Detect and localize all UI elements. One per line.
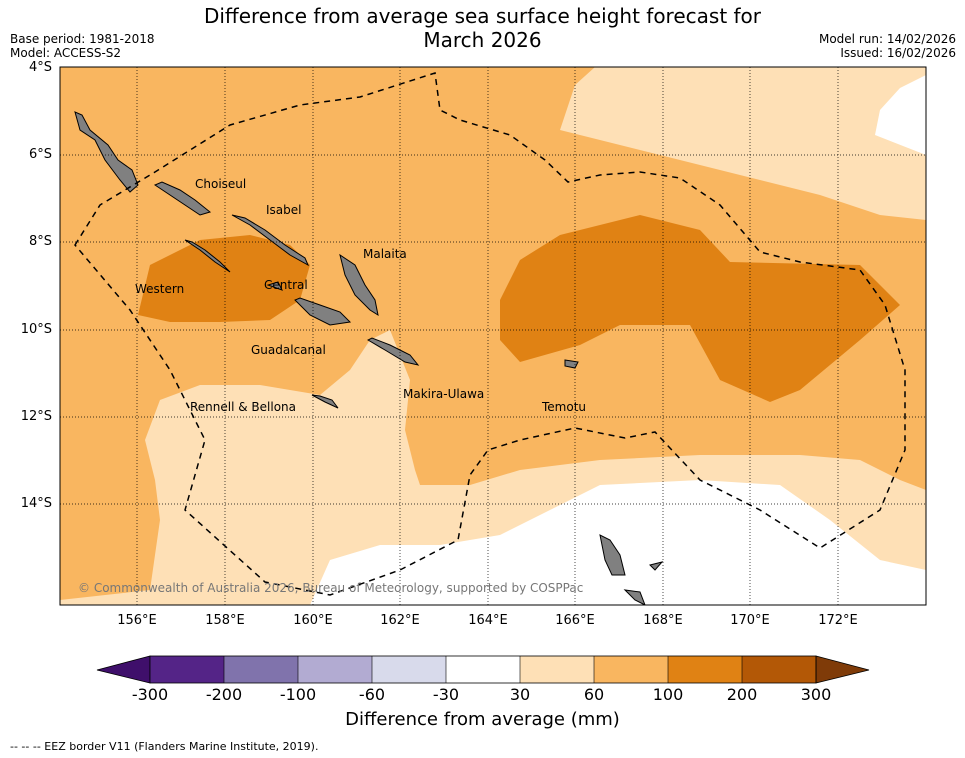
- colorbar-extend-low: [96, 655, 151, 684]
- colorbar-title: Difference from average (mm): [345, 709, 620, 730]
- meta-right: Model run: 14/02/2026 Issued: 16/02/2026: [819, 32, 956, 60]
- colorbar-tick-label: 100: [652, 685, 684, 704]
- colorbar-bin-7: [594, 656, 668, 683]
- map-title: Difference from average sea surface heig…: [0, 4, 965, 52]
- lat-label-10s: 10°S: [20, 322, 52, 337]
- colorbar-extend-high: [815, 655, 870, 684]
- lat-label-4s: 4°S: [28, 60, 52, 75]
- malaita-island: [339, 253, 379, 317]
- colorbar-tick-label: -30: [432, 685, 460, 704]
- contour-100-200-east: [500, 215, 900, 402]
- map-title-line1: Difference from average sea surface heig…: [203, 4, 762, 28]
- lon-label-162e: 162°E: [380, 613, 420, 628]
- model-name: Model: ACCESS-S2: [10, 46, 122, 60]
- colorbar-bin-8: [668, 656, 742, 683]
- map-frame: [59, 66, 927, 606]
- base-period: Base period: 1981-2018: [10, 32, 155, 46]
- choiseul-island: [153, 181, 212, 216]
- province-labels: Choiseul Isabel Malaita Western Central …: [135, 177, 586, 414]
- colorbar: [96, 655, 870, 684]
- rennell-island: [311, 394, 339, 409]
- province-malaita: Malaita: [363, 247, 407, 261]
- colorbar-tick-label: -60: [358, 685, 386, 704]
- model-run: Model run: 14/02/2026: [818, 32, 956, 46]
- province-central: Central: [264, 278, 308, 292]
- lat-label-12s: 12°S: [20, 409, 52, 424]
- province-temotu: Temotu: [541, 400, 586, 414]
- colorbar-bin-9: [742, 656, 816, 683]
- contour-neutral-south: [310, 480, 926, 605]
- new-georgia-island: [184, 239, 231, 273]
- contour-neutral-northeast: [875, 75, 926, 155]
- contour-30-60-northeast: [560, 67, 926, 220]
- espiritu-santo-island: [599, 534, 626, 576]
- province-choiseul: Choiseul: [195, 177, 246, 191]
- issued-date: Issued: 16/02/2026: [840, 46, 956, 60]
- eez-footnote: -- -- -- EEZ border V11 (Flanders Marine…: [10, 740, 319, 753]
- province-makira-ulawa: Makira-Ulawa: [403, 387, 484, 401]
- lat-label-6s: 6°S: [28, 147, 52, 162]
- province-isabel: Isabel: [266, 203, 301, 217]
- colorbar-bin-4: [372, 656, 446, 683]
- meta-left: Base period: 1981-2018 Model: ACCESS-S2: [10, 32, 155, 60]
- colorbar-bin-2: [224, 656, 298, 683]
- colorbar-bin-6: [520, 656, 594, 683]
- copyright-text: © Commonwealth of Australia 2026, Bureau…: [78, 581, 583, 595]
- santa-cruz-island: [564, 359, 579, 369]
- sea-level-contours: © Commonwealth of Australia 2026, Bureau…: [60, 67, 926, 605]
- lon-label-168e: 168°E: [643, 613, 683, 628]
- lon-label-160e: 160°E: [293, 613, 333, 628]
- isabel-island: [231, 214, 310, 267]
- lon-label-170e: 170°E: [730, 613, 770, 628]
- bougainville-island: [74, 111, 139, 193]
- landmasses: [74, 111, 664, 605]
- map-title-line2: March 2026: [423, 28, 542, 52]
- colorbar-bin-5: [446, 656, 520, 683]
- colorbar-tick-label: -200: [205, 685, 243, 704]
- central-islands: [266, 281, 284, 291]
- lon-label-156e: 156°E: [117, 613, 157, 628]
- colorbar-tick-label: 30: [509, 685, 531, 704]
- makira-island: [366, 337, 420, 366]
- lon-label-158e: 158°E: [205, 613, 245, 628]
- colorbar-tick-label: -300: [131, 685, 169, 704]
- lat-label-8s: 8°S: [28, 234, 52, 249]
- lon-label-166e: 166°E: [555, 613, 595, 628]
- malekula-island: [623, 589, 646, 605]
- lon-label-164e: 164°E: [468, 613, 508, 628]
- contour-100-200-west: [138, 235, 310, 322]
- lat-label-14s: 14°S: [20, 496, 52, 511]
- graticule: [60, 67, 926, 605]
- maewo-island: [649, 561, 664, 571]
- lon-label-172e: 172°E: [818, 613, 858, 628]
- colorbar-bin-1: [150, 656, 224, 683]
- colorbar-bin-3: [298, 656, 372, 683]
- province-guadalcanal: Guadalcanal: [251, 343, 326, 357]
- colorbar-tick-label: 300: [800, 685, 832, 704]
- province-rennell-bellona: Rennell & Bellona: [190, 400, 296, 414]
- province-western: Western: [135, 282, 184, 296]
- eez-border: [74, 72, 906, 596]
- colorbar-tick-label: -100: [279, 685, 317, 704]
- colorbar-tick-label: 60: [583, 685, 605, 704]
- colorbar-tick-label: 200: [726, 685, 758, 704]
